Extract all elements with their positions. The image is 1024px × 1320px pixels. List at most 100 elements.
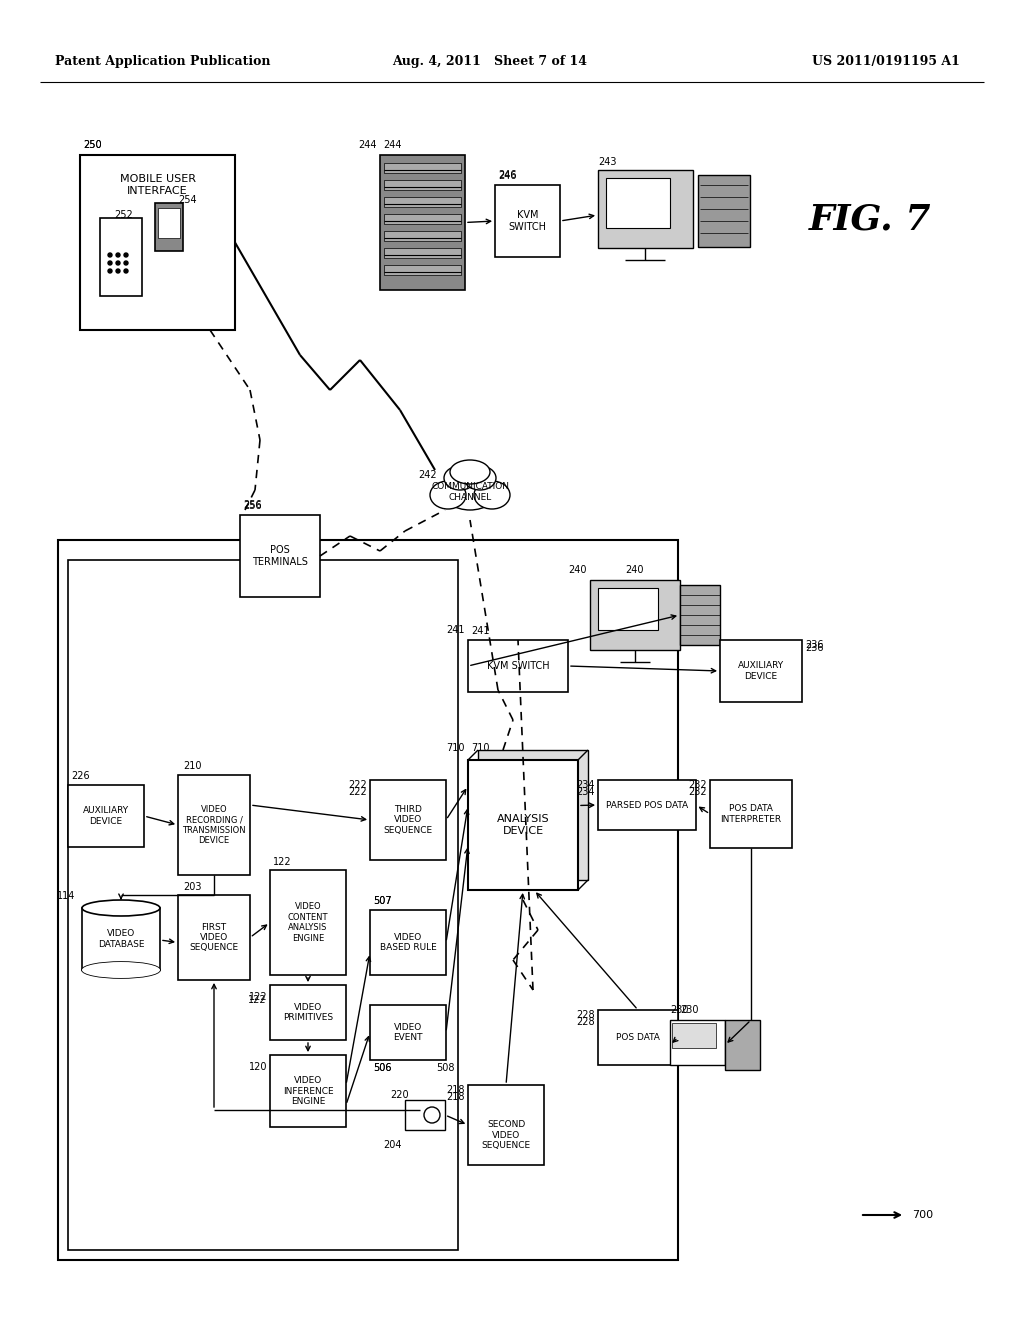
Bar — [370, 1005, 446, 1060]
Text: 234: 234 — [577, 787, 595, 797]
Text: 122: 122 — [249, 995, 267, 1005]
Bar — [495, 185, 560, 257]
Circle shape — [124, 253, 128, 257]
Bar — [178, 895, 250, 979]
Text: 506: 506 — [373, 1063, 391, 1073]
Text: 226: 226 — [71, 771, 90, 781]
Text: 228: 228 — [577, 1010, 595, 1020]
Bar — [80, 154, 234, 330]
Bar — [58, 540, 678, 1261]
Text: 243: 243 — [598, 157, 616, 168]
Text: SECOND
VIDEO
SEQUENCE: SECOND VIDEO SEQUENCE — [481, 1121, 530, 1150]
Text: 244: 244 — [383, 140, 401, 150]
Bar — [240, 515, 319, 597]
Bar — [384, 214, 461, 224]
Ellipse shape — [474, 480, 510, 510]
Bar — [384, 231, 461, 242]
Bar — [158, 209, 180, 238]
Bar — [710, 780, 792, 847]
Text: VIDEO
PRIMITIVES: VIDEO PRIMITIVES — [283, 1003, 333, 1022]
Ellipse shape — [464, 466, 496, 490]
Circle shape — [116, 269, 120, 273]
Text: VIDEO
DATABASE: VIDEO DATABASE — [97, 929, 144, 949]
Bar — [478, 750, 588, 880]
Bar — [680, 585, 720, 645]
Text: 222: 222 — [348, 780, 367, 789]
Text: Patent Application Publication: Patent Application Publication — [55, 55, 270, 69]
Ellipse shape — [450, 459, 490, 484]
Text: KVM SWITCH: KVM SWITCH — [486, 661, 549, 671]
Text: 710: 710 — [446, 743, 465, 752]
Text: 506: 506 — [373, 1063, 391, 1073]
Text: 246: 246 — [498, 172, 516, 181]
Text: POS DATA
INTERPRETER: POS DATA INTERPRETER — [721, 804, 781, 824]
Ellipse shape — [82, 962, 160, 978]
Bar — [82, 908, 160, 970]
Circle shape — [116, 261, 120, 265]
Text: US 2011/0191195 A1: US 2011/0191195 A1 — [812, 55, 961, 69]
Ellipse shape — [82, 900, 160, 916]
Text: VIDEO
EVENT: VIDEO EVENT — [393, 1023, 423, 1043]
Circle shape — [124, 261, 128, 265]
Circle shape — [108, 269, 112, 273]
Bar — [590, 579, 680, 649]
Bar — [100, 218, 142, 296]
Text: THIRD
VIDEO
SEQUENCE: THIRD VIDEO SEQUENCE — [383, 805, 432, 836]
Text: COMMUNICATION
CHANNEL: COMMUNICATION CHANNEL — [431, 482, 509, 502]
Text: 241: 241 — [471, 626, 489, 636]
Text: PARSED POS DATA: PARSED POS DATA — [606, 800, 688, 809]
Text: 241: 241 — [446, 624, 465, 635]
Text: AUXILIARY
DEVICE: AUXILIARY DEVICE — [738, 661, 784, 681]
Bar — [68, 785, 144, 847]
Bar — [698, 176, 750, 247]
Text: 508: 508 — [436, 1063, 455, 1073]
Bar — [468, 760, 578, 890]
Circle shape — [124, 269, 128, 273]
Text: 122: 122 — [250, 993, 268, 1002]
Bar — [68, 560, 458, 1250]
Text: POS DATA: POS DATA — [616, 1034, 659, 1041]
Bar — [672, 1023, 716, 1048]
Text: FIRST
VIDEO
SEQUENCE: FIRST VIDEO SEQUENCE — [189, 923, 239, 953]
Text: 230: 230 — [680, 1005, 698, 1015]
Bar — [384, 180, 461, 190]
Text: 234: 234 — [577, 780, 595, 789]
Bar — [468, 1085, 544, 1166]
Ellipse shape — [430, 480, 466, 510]
Text: 210: 210 — [183, 762, 202, 771]
Text: 256: 256 — [243, 500, 261, 510]
Ellipse shape — [444, 466, 476, 490]
Bar — [155, 203, 183, 251]
Text: 232: 232 — [688, 780, 707, 789]
Bar — [270, 1055, 346, 1127]
Text: 218: 218 — [446, 1092, 465, 1102]
Bar — [270, 985, 346, 1040]
Bar — [384, 197, 461, 207]
Text: AUXILIARY
DEVICE: AUXILIARY DEVICE — [83, 807, 129, 826]
Text: 240: 240 — [568, 565, 587, 576]
Text: 222: 222 — [348, 787, 367, 797]
Text: 230: 230 — [670, 1005, 688, 1015]
Circle shape — [108, 261, 112, 265]
Text: 236: 236 — [805, 643, 823, 653]
Bar — [720, 640, 802, 702]
Circle shape — [108, 253, 112, 257]
Bar — [598, 780, 696, 830]
Bar — [468, 640, 568, 692]
Bar — [670, 1020, 725, 1065]
Bar — [270, 870, 346, 975]
Bar — [384, 248, 461, 257]
Ellipse shape — [82, 962, 160, 978]
Text: KVM
SWITCH: KVM SWITCH — [509, 210, 547, 232]
Text: 204: 204 — [384, 1140, 402, 1150]
Text: 246: 246 — [498, 170, 516, 180]
Text: 507: 507 — [373, 896, 391, 906]
Bar — [606, 178, 670, 228]
Text: 710: 710 — [471, 743, 489, 752]
Text: 240: 240 — [626, 565, 644, 576]
Text: 228: 228 — [577, 1016, 595, 1027]
Text: VIDEO
CONTENT
ANALYSIS
ENGINE: VIDEO CONTENT ANALYSIS ENGINE — [288, 903, 329, 942]
Text: 236: 236 — [805, 640, 823, 649]
Ellipse shape — [442, 470, 498, 510]
Text: 218: 218 — [446, 1085, 465, 1096]
